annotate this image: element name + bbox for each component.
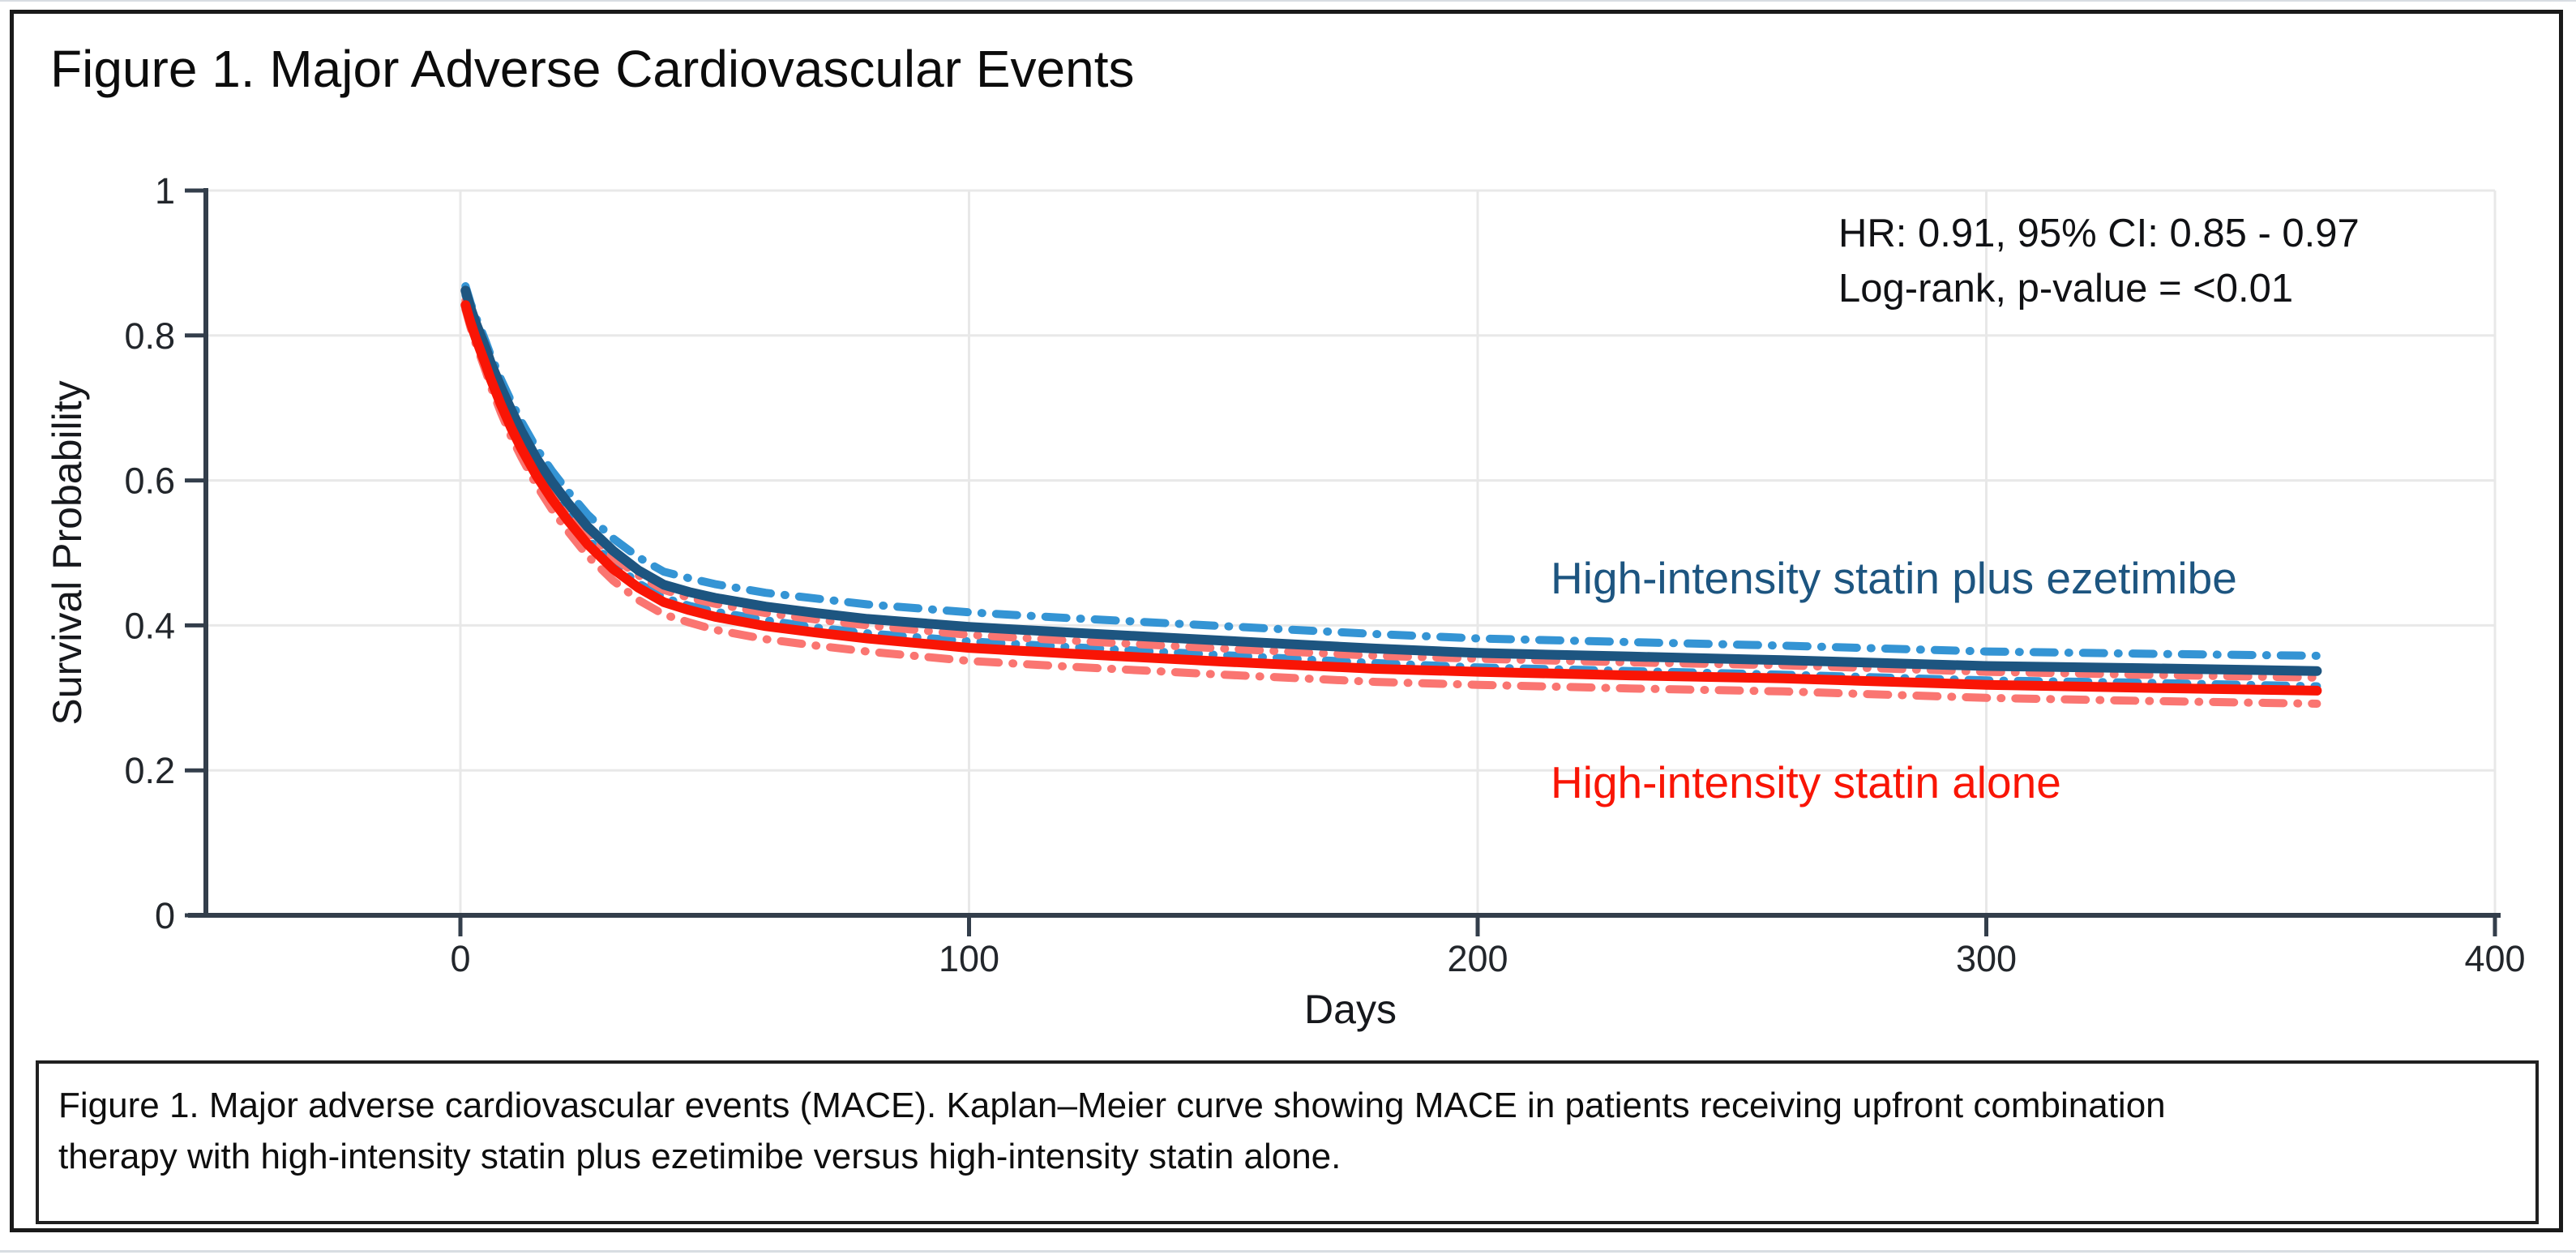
y-tick-label: 0.2 [124, 750, 175, 791]
survival-curve [460, 285, 2322, 676]
tick-labels: 0 0.2 0.4 0.6 0.8 1 0 100 200 300 400 [124, 170, 2525, 979]
y-tick-label: 0.8 [124, 315, 175, 357]
y-axis-label: Survival Probability [45, 380, 90, 725]
x-tick-label: 300 [1956, 938, 2017, 979]
logrank-annotation: Log-rank, p-value = <0.01 [1838, 267, 2293, 311]
x-tick-label: 400 [2464, 938, 2525, 979]
hr-annotation: HR: 0.91, 95% CI: 0.85 - 0.97 [1838, 212, 2360, 255]
figure-border [10, 10, 2563, 1232]
axes [188, 188, 2501, 918]
ci-curve [461, 296, 2321, 682]
page-top-divider [0, 0, 2576, 2]
confidence-interval-curves [461, 282, 2321, 708]
legend-label-statin-alone: High-intensity statin alone [1551, 757, 2061, 807]
tick-marks [185, 188, 2497, 936]
legend-label-ezetimibe: High-intensity statin plus ezetimibe [1551, 553, 2237, 603]
caption-line-2: therapy with high-intensity statin plus … [58, 1137, 1341, 1176]
ci-curve [461, 290, 2321, 691]
caption-box: Figure 1. Major adverse cardiovascular e… [36, 1060, 2539, 1224]
page-bottom-divider [0, 1250, 2576, 1253]
caption-line-1: Figure 1. Major adverse cardiovascular e… [58, 1086, 2166, 1125]
x-axis-label: Days [1304, 987, 1397, 1032]
caption-text: Figure 1. Major adverse cardiovascular e… [39, 1064, 2535, 1182]
figure-title: Figure 1. Major Adverse Cardiovascular E… [50, 40, 1135, 98]
y-tick-label: 1 [155, 170, 175, 212]
survival-curves [460, 285, 2322, 696]
y-tick-label: 0.4 [124, 605, 175, 646]
x-tick-label: 0 [450, 938, 470, 979]
y-tick-label: 0 [155, 895, 175, 936]
x-tick-label: 100 [939, 938, 999, 979]
y-tick-label: 0.6 [124, 460, 175, 502]
survival-curve [460, 300, 2322, 696]
gridlines [206, 189, 2497, 915]
x-tick-label: 200 [1447, 938, 1508, 979]
